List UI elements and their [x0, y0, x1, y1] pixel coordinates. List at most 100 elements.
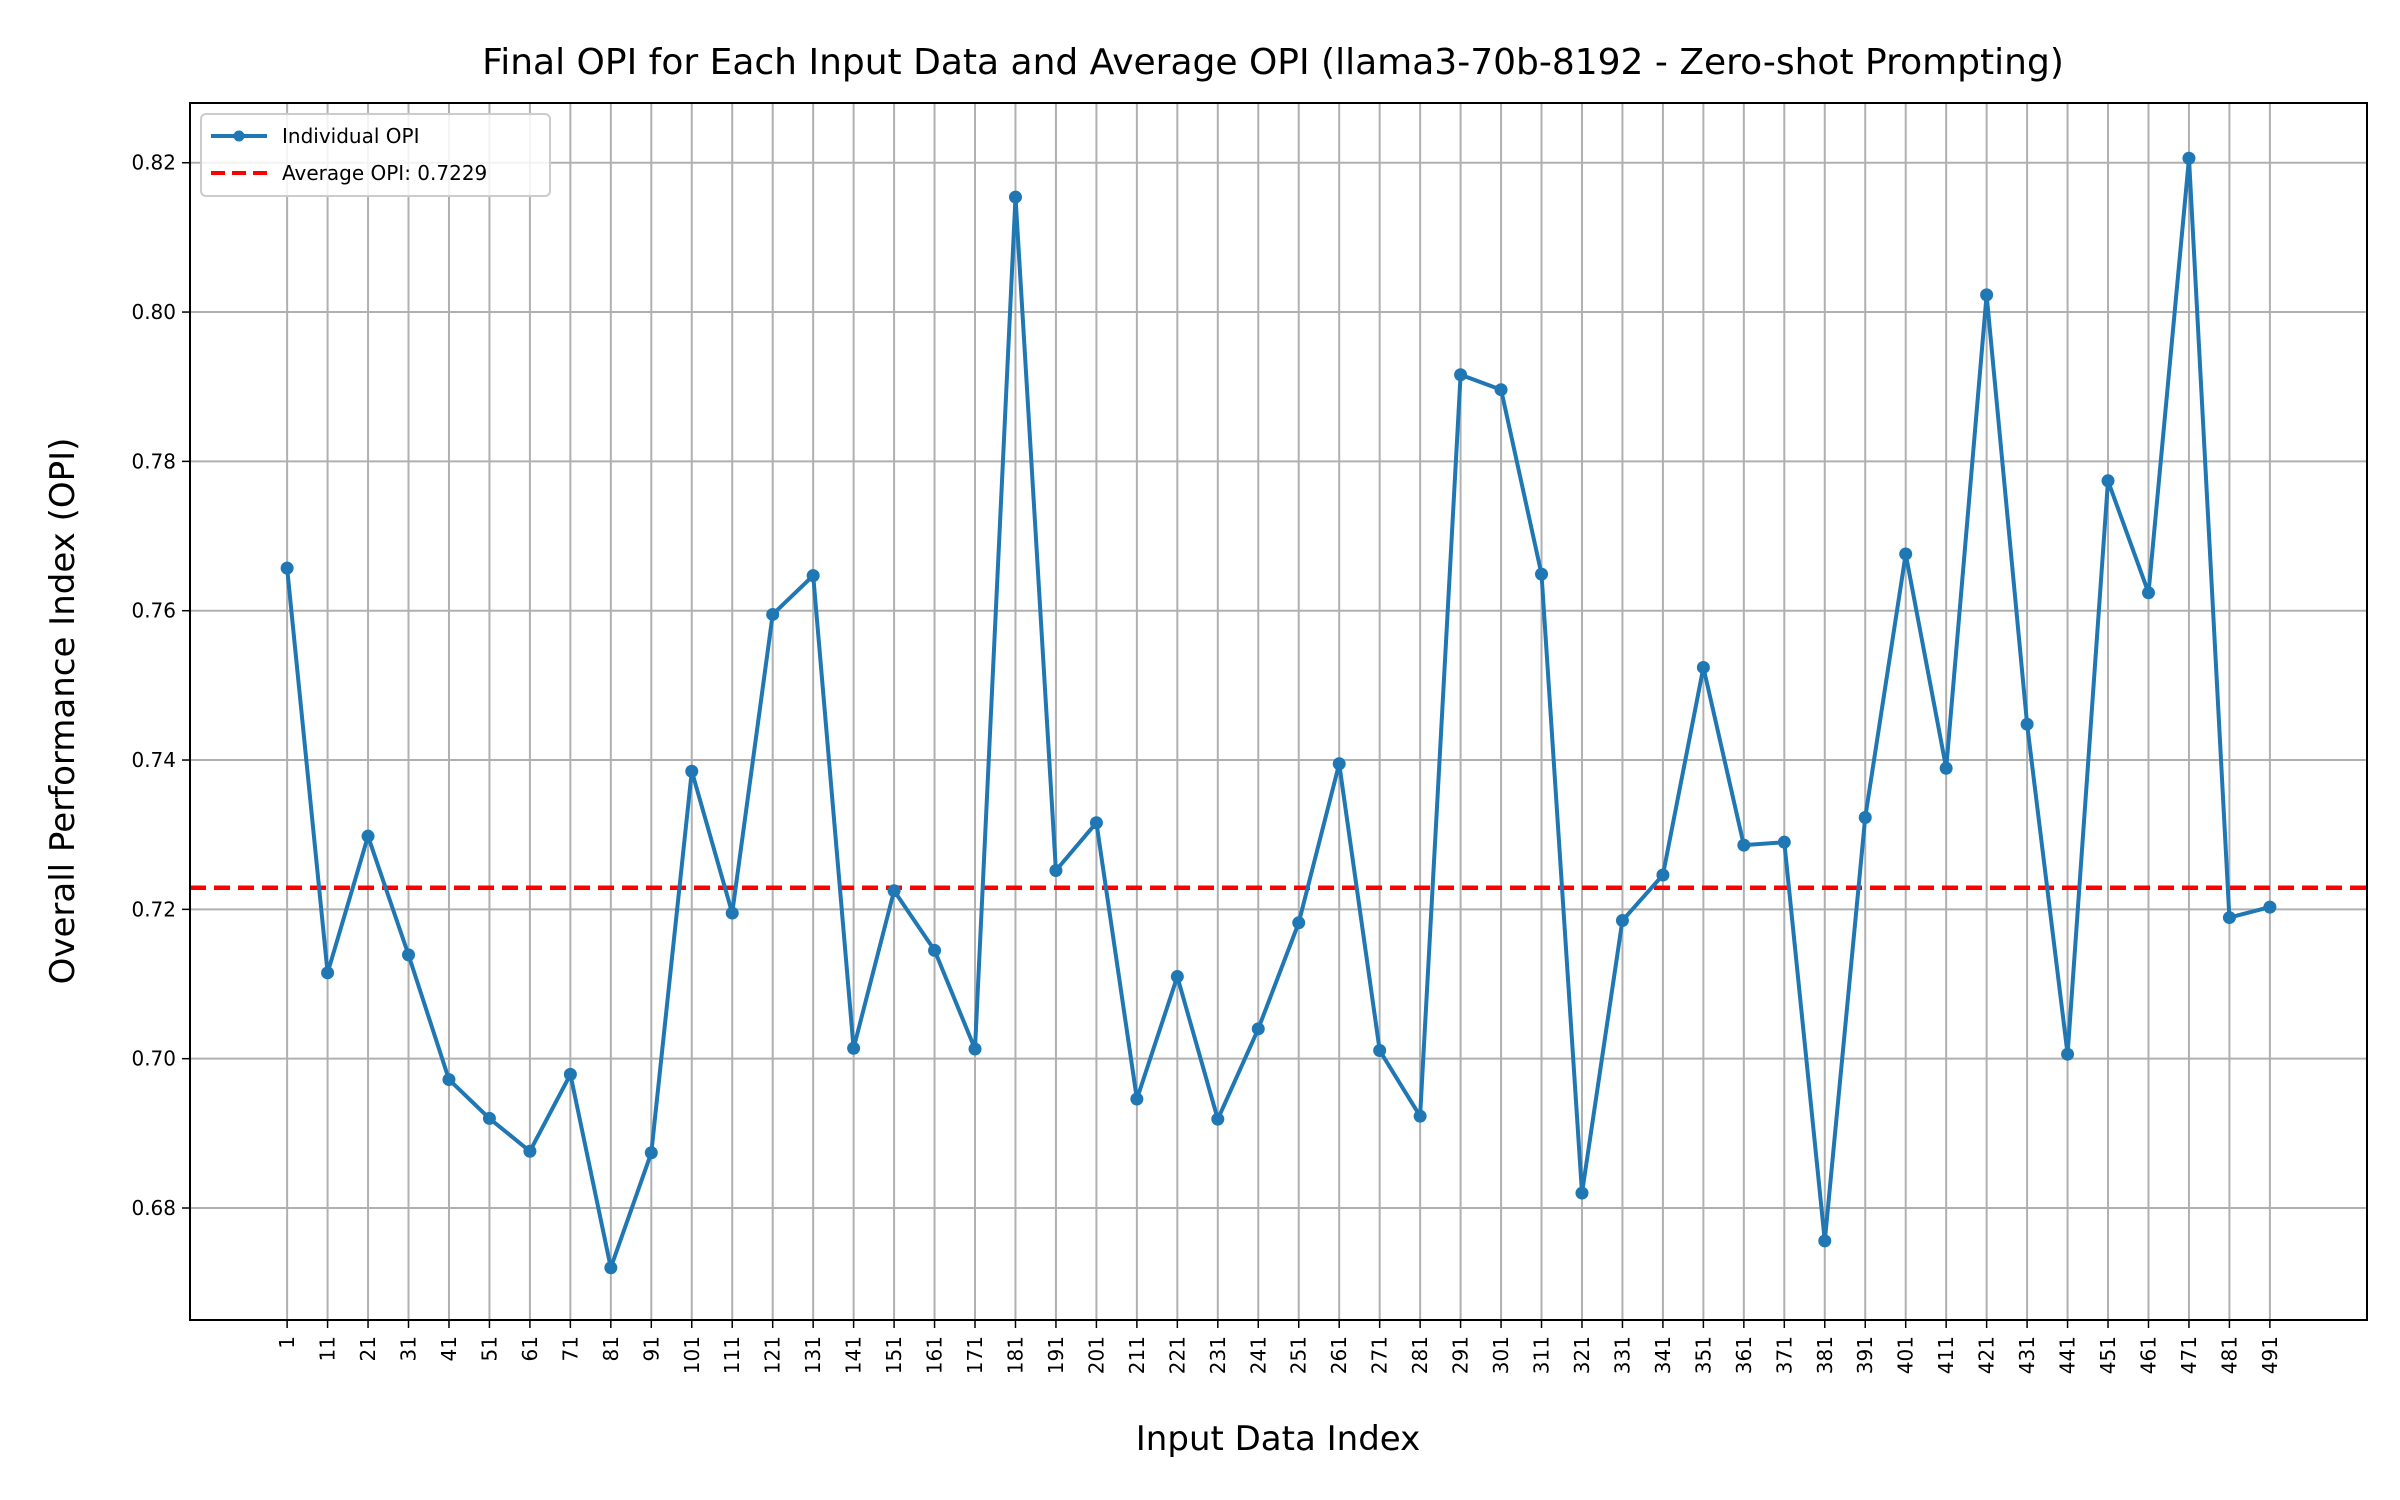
data-point [1494, 383, 1508, 397]
x-tick-label: 371 [1772, 1336, 1796, 1374]
x-tick-label: 81 [599, 1336, 623, 1361]
x-tick-label: 171 [963, 1336, 987, 1374]
data-point [280, 561, 294, 575]
data-point [928, 943, 942, 957]
data-point [1858, 811, 1872, 825]
x-tick-label: 61 [518, 1336, 542, 1361]
y-axis-ticks: 0.68 0.70 0.72 0.74 0.76 0.78 0.80 0.82 [131, 151, 190, 1220]
plot-frame [189, 102, 2368, 1321]
x-tick-label: 361 [1732, 1336, 1756, 1374]
data-point [644, 1146, 658, 1160]
x-tick-label: 151 [882, 1336, 906, 1374]
data-point [1373, 1043, 1387, 1057]
data-point [766, 607, 780, 621]
data-point [806, 569, 820, 583]
data-point [1696, 660, 1710, 674]
data-point [2141, 586, 2155, 600]
data-point [1049, 864, 1063, 878]
data-point [2101, 474, 2115, 488]
y-tick-label: 0.72 [131, 897, 176, 921]
data-point [2182, 151, 2196, 165]
chart-title: Final OPI for Each Input Data and Averag… [482, 42, 2064, 83]
x-tick-label: 391 [1853, 1336, 1877, 1374]
data-point [1656, 868, 1670, 882]
y-tick-label: 0.80 [131, 300, 176, 324]
data-point [968, 1042, 982, 1056]
x-tick-label: 401 [1894, 1336, 1918, 1374]
x-tick-label: 491 [2258, 1336, 2282, 1374]
x-tick-label: 131 [801, 1336, 825, 1374]
data-point [402, 948, 416, 962]
y-tick-label: 0.76 [131, 599, 176, 623]
data-point [2020, 717, 2034, 731]
y-tick-label: 0.70 [131, 1047, 176, 1071]
data-point [1170, 970, 1184, 984]
x-tick-label: 111 [720, 1336, 744, 1374]
data-point [1939, 761, 1953, 775]
x-tick-label: 211 [1125, 1336, 1149, 1374]
data-point [725, 906, 739, 920]
data-point [1575, 1186, 1589, 1200]
y-axis-label: Overall Performance Index (OPI) [43, 438, 83, 985]
x-tick-label: 471 [2177, 1336, 2201, 1374]
data-point [1332, 757, 1346, 771]
x-tick-label: 31 [397, 1336, 421, 1361]
x-tick-label: 121 [761, 1336, 785, 1374]
x-tick-label: 451 [2096, 1336, 2120, 1374]
x-tick-label: 311 [1530, 1336, 1554, 1374]
x-tick-label: 461 [2136, 1336, 2160, 1374]
data-point [1980, 288, 1994, 302]
x-tick-label: 51 [477, 1336, 501, 1361]
x-tick-label: 271 [1368, 1336, 1392, 1374]
x-tick-label: 481 [2217, 1336, 2241, 1374]
x-tick-label: 201 [1084, 1336, 1108, 1374]
x-tick-label: 421 [1975, 1336, 1999, 1374]
x-tick-label: 431 [2015, 1336, 2039, 1374]
data-point [1008, 190, 1022, 204]
series-group [280, 151, 2277, 1275]
data-point [2263, 900, 2277, 914]
data-point [1413, 1109, 1427, 1123]
legend-average-label: Average OPI: 0.7229 [282, 161, 487, 185]
x-tick-label: 331 [1610, 1336, 1634, 1374]
x-tick-label: 241 [1246, 1336, 1270, 1374]
legend-series-label: Individual OPI [282, 124, 419, 148]
data-point [1454, 368, 1468, 382]
x-tick-label: 21 [356, 1336, 380, 1361]
y-tick-label: 0.74 [131, 748, 176, 772]
x-tick-label: 101 [680, 1336, 704, 1374]
x-tick-label: 261 [1327, 1336, 1351, 1374]
data-point [1899, 547, 1913, 561]
data-point [523, 1144, 537, 1158]
x-tick-label: 11 [316, 1336, 340, 1361]
data-point [604, 1261, 618, 1275]
data-point [321, 966, 335, 980]
data-point [1535, 567, 1549, 581]
data-point [1251, 1022, 1265, 1036]
data-point [1737, 838, 1751, 852]
x-axis-label: Input Data Index [1136, 1419, 1420, 1459]
data-point [1615, 914, 1629, 928]
data-point [1211, 1112, 1225, 1126]
data-point [361, 829, 375, 843]
data-point [482, 1111, 496, 1125]
series-line-individual-opi [285, 156, 2271, 1270]
x-tick-label: 71 [558, 1336, 582, 1361]
legend-box [200, 113, 551, 197]
y-tick-label: 0.68 [131, 1196, 176, 1220]
x-tick-label: 351 [1691, 1336, 1715, 1374]
data-point [1777, 835, 1791, 849]
x-tick-label: 41 [437, 1336, 461, 1361]
x-tick-label: 341 [1651, 1336, 1675, 1374]
legend-series-marker [233, 130, 245, 142]
data-point [2061, 1047, 2075, 1061]
x-tick-label: 251 [1287, 1336, 1311, 1374]
y-tick-label: 0.82 [131, 151, 176, 175]
x-tick-label: 231 [1206, 1336, 1230, 1374]
x-tick-label: 1 [275, 1336, 299, 1349]
x-tick-label: 281 [1408, 1336, 1432, 1374]
data-point [563, 1067, 577, 1081]
x-tick-label: 301 [1489, 1336, 1513, 1374]
data-point [887, 884, 901, 898]
